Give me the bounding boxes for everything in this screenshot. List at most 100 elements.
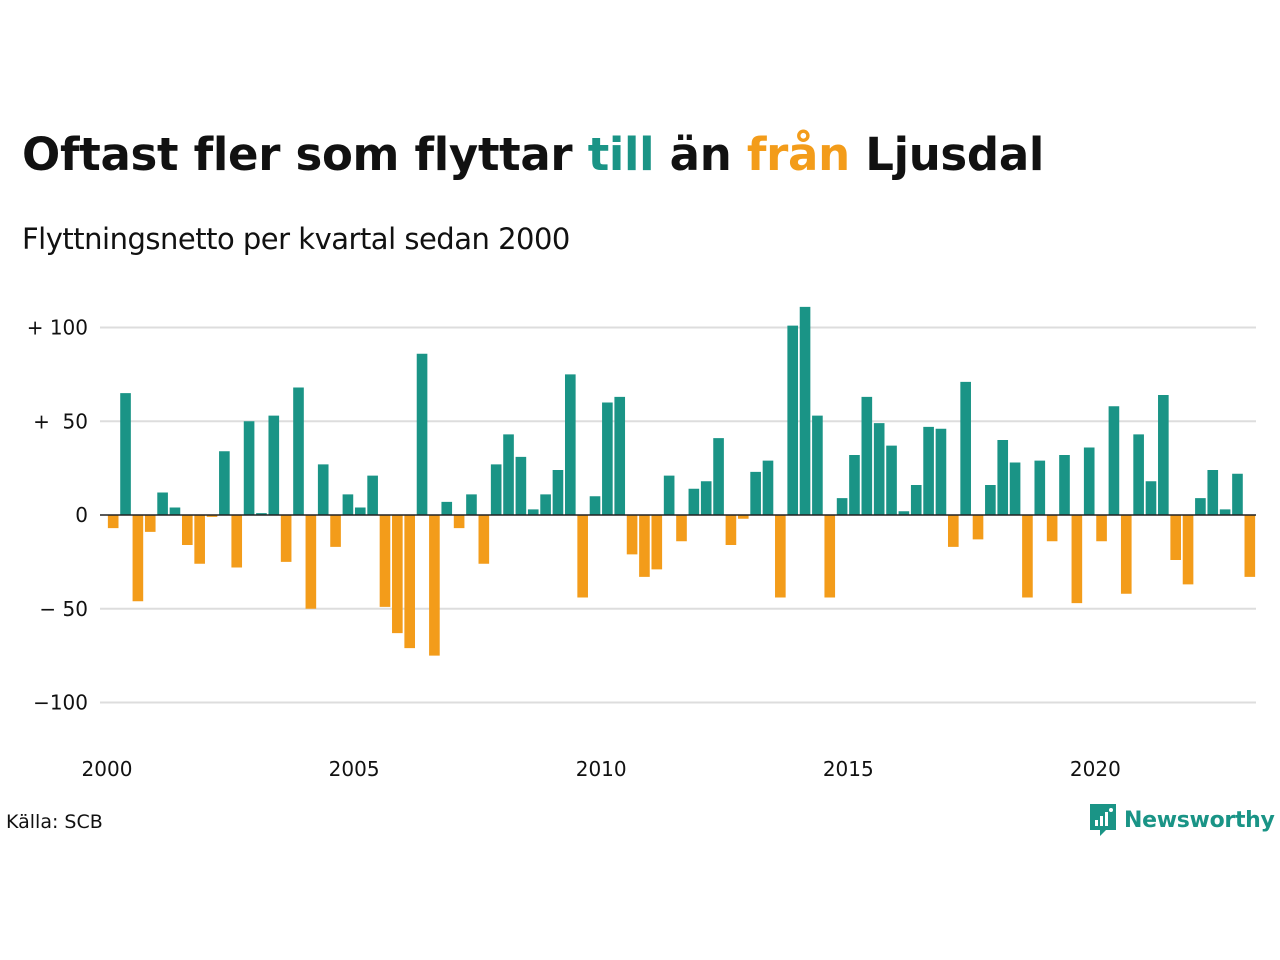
bar xyxy=(478,515,490,564)
bar xyxy=(219,451,230,515)
bar xyxy=(206,515,218,517)
bar xyxy=(886,445,897,515)
y-tick-label: + 50 xyxy=(33,409,88,433)
bar xyxy=(342,494,354,515)
x-tick-label: 2005 xyxy=(329,757,380,781)
y-tick-label: −100 xyxy=(33,691,88,715)
bar xyxy=(1120,515,1132,594)
bar xyxy=(997,440,1009,515)
bar xyxy=(1133,434,1144,515)
bar xyxy=(787,325,799,515)
bar xyxy=(651,515,663,570)
bar xyxy=(564,374,576,515)
bar xyxy=(305,515,317,609)
bar xyxy=(379,515,391,607)
bar xyxy=(1195,498,1206,515)
bar xyxy=(1207,470,1219,515)
bar xyxy=(1170,515,1182,560)
bar xyxy=(589,496,601,515)
bar xyxy=(552,470,564,515)
chart-subtitle: Flyttningsnetto per kvartal sedan 2000 xyxy=(22,222,570,256)
bar xyxy=(1244,515,1256,577)
y-axis: + 100 + 50 0 − 50 −100 xyxy=(27,316,88,715)
brand-name: Newsworthy xyxy=(1124,807,1275,833)
newsworthy-logo-icon xyxy=(1090,804,1116,836)
bar xyxy=(935,428,947,515)
bar xyxy=(540,494,551,515)
bar xyxy=(181,515,193,545)
bar xyxy=(1022,515,1033,598)
title-highlight-out: från xyxy=(746,128,850,181)
bar xyxy=(243,421,255,515)
bar xyxy=(107,515,119,529)
bar xyxy=(836,498,848,515)
bar xyxy=(614,396,626,515)
bar xyxy=(1108,406,1120,515)
bar xyxy=(169,507,181,515)
bar xyxy=(873,423,885,515)
bar xyxy=(132,515,144,602)
bar xyxy=(515,456,527,515)
bar xyxy=(799,306,811,515)
title-part-2: än xyxy=(654,128,747,181)
bar xyxy=(602,402,613,515)
bar xyxy=(429,515,440,656)
chart-title: Oftast fler som flyttar till än från Lju… xyxy=(22,128,1044,181)
brand-logo[interactable]: Newsworthy xyxy=(1088,802,1275,838)
bar xyxy=(231,515,243,568)
bar xyxy=(1158,395,1169,515)
bar xyxy=(441,501,453,515)
bar xyxy=(750,471,761,515)
title-part-1: Oftast fler som flyttar xyxy=(22,128,588,181)
bar xyxy=(354,507,366,515)
bar xyxy=(1096,515,1107,542)
bar xyxy=(688,488,700,515)
bar xyxy=(577,515,588,598)
bar xyxy=(280,515,292,562)
y-tick-label: + 100 xyxy=(27,316,88,340)
bar xyxy=(700,481,712,515)
bar xyxy=(1071,515,1083,604)
bar xyxy=(1232,473,1243,515)
y-tick-label: − 50 xyxy=(39,597,88,621)
gridlines xyxy=(100,326,1256,704)
title-part-3: Ljusdal xyxy=(849,128,1045,181)
bars xyxy=(100,306,1256,656)
bar xyxy=(144,515,156,532)
bar xyxy=(404,515,416,649)
bar xyxy=(1145,481,1157,515)
bar xyxy=(663,475,675,515)
bar xyxy=(626,515,638,555)
bar xyxy=(416,353,428,515)
y-tick-label: 0 xyxy=(75,503,88,527)
bar xyxy=(268,415,280,515)
bar xyxy=(367,475,378,515)
x-axis: 2000 2005 2010 2015 2020 xyxy=(82,757,1121,781)
bar xyxy=(985,485,996,515)
title-highlight-in: till xyxy=(587,128,655,181)
bar xyxy=(713,438,724,515)
bar xyxy=(824,515,836,598)
bar xyxy=(861,396,873,515)
bar xyxy=(256,513,267,515)
bar xyxy=(503,434,514,515)
bar xyxy=(490,464,502,515)
bar xyxy=(923,426,934,515)
bar xyxy=(639,515,650,577)
bar xyxy=(392,515,403,634)
bar xyxy=(1034,460,1046,515)
bar xyxy=(1083,447,1095,515)
bar xyxy=(676,515,687,542)
bar xyxy=(947,515,959,547)
bar xyxy=(194,515,205,564)
bar xyxy=(466,494,477,515)
x-tick-label: 2000 xyxy=(82,757,133,781)
bar xyxy=(762,460,774,515)
bar xyxy=(1046,515,1058,542)
bar xyxy=(960,381,971,515)
bar xyxy=(737,515,749,519)
bar xyxy=(157,492,168,515)
bar xyxy=(330,515,341,547)
bar xyxy=(972,515,984,540)
